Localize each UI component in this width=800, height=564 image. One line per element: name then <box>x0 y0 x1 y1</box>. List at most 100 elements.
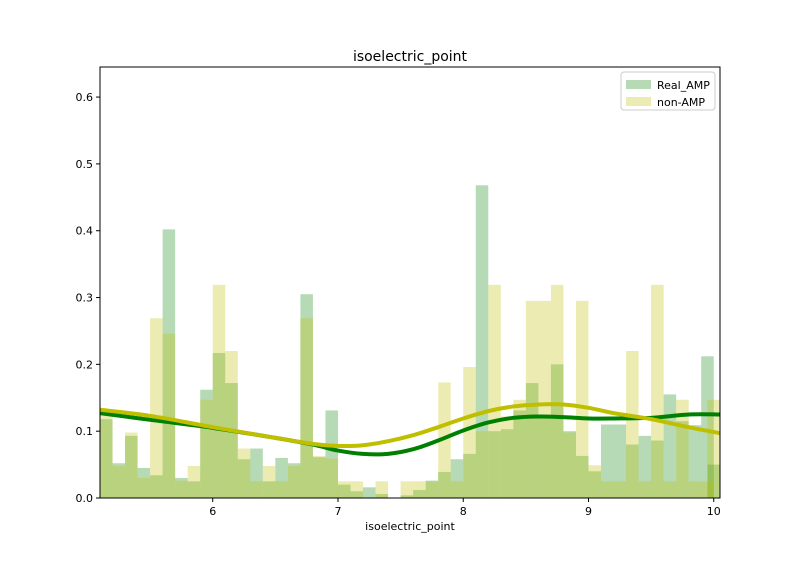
histogram-bar-non-amp-7 <box>187 465 201 498</box>
histogram-bar-non-amp-34 <box>525 300 539 498</box>
histogram-bar-non-amp-1 <box>112 465 126 498</box>
plot-frame <box>99 66 721 499</box>
histogram-bar-real-amp-26 <box>425 480 439 498</box>
histogram-bar-real-amp-42 <box>626 444 639 498</box>
histogram-bar-non-amp-37 <box>563 432 576 498</box>
x-tick-label: 7 <box>334 505 341 518</box>
histogram-bar-real-amp-8 <box>200 389 213 498</box>
histogram-bar-non-amp-6 <box>175 480 188 498</box>
histogram-bar-non-amp-38 <box>575 300 589 498</box>
histogram-bar-non-amp-33 <box>513 399 526 498</box>
histogram-bar-non-amp-16 <box>300 318 313 498</box>
histogram-bar-real-amp-49 <box>707 464 720 498</box>
y-tick-label: 0.3 <box>76 292 94 305</box>
x-tick-label: 10 <box>707 505 721 518</box>
histogram-bar-real-amp-2 <box>125 435 138 498</box>
histogram-bar-non-amp-15 <box>287 465 301 498</box>
histogram-bar-non-amp-45 <box>663 481 677 498</box>
histogram-bar-real-amp-43 <box>638 435 652 498</box>
histogram-bar-real-amp-24 <box>400 495 414 498</box>
histogram-bar-real-amp-46 <box>676 421 689 498</box>
histogram-bar-non-amp-41 <box>613 481 627 498</box>
histogram-bar-non-amp-39 <box>588 465 602 498</box>
histogram-bar-real-amp-12 <box>250 448 263 498</box>
histogram-bar-real-amp-38 <box>575 455 589 498</box>
histogram-bar-real-amp-31 <box>488 431 501 498</box>
histogram-bar-real-amp-41 <box>613 424 627 498</box>
histogram-bar-non-amp-9 <box>212 284 226 498</box>
histogram-bar-non-amp-26 <box>425 481 439 498</box>
histogram-bar-real-amp-27 <box>438 471 451 498</box>
histogram-bar-real-amp-29 <box>463 453 476 498</box>
histogram-bar-real-amp-35 <box>538 417 551 498</box>
histogram-bar-non-amp-8 <box>200 399 213 498</box>
histogram-bar-real-amp-30 <box>475 185 489 498</box>
histogram-bar-real-amp-20 <box>350 491 364 498</box>
histogram-bar-real-amp-21 <box>363 487 376 498</box>
histogram-bar-real-amp-48 <box>701 356 714 498</box>
histogram-bar-real-amp-19 <box>337 484 351 498</box>
histogram-bar-real-amp-39 <box>588 471 602 498</box>
histogram-bar-real-amp-44 <box>651 440 664 498</box>
legend-box <box>620 71 716 111</box>
kde-line-non-amp <box>99 402 721 448</box>
histogram-bar-non-amp-0 <box>100 410 113 498</box>
histogram-bar-non-amp-32 <box>500 416 514 498</box>
histogram-bar-non-amp-5 <box>162 333 176 498</box>
histogram-bar-real-amp-13 <box>262 481 276 498</box>
histogram-bar-real-amp-1 <box>112 463 126 498</box>
histogram-bar-non-amp-24 <box>400 481 414 498</box>
histogram-bar-real-amp-37 <box>563 431 576 498</box>
y-tick-label: 0.1 <box>76 425 94 438</box>
histogram-bar-non-amp-47 <box>688 481 702 498</box>
chart-title: isoelectric_point <box>353 49 468 65</box>
histogram-bar-real-amp-14 <box>275 457 288 498</box>
x-axis-label: isoelectric_point <box>365 520 455 533</box>
histogram-bar-non-amp-12 <box>250 481 263 498</box>
histogram-bar-real-amp-10 <box>225 383 238 498</box>
histogram-bar-real-amp-3 <box>137 467 151 498</box>
histogram-bar-real-amp-40 <box>601 424 614 498</box>
histogram-bar-non-amp-42 <box>626 350 639 498</box>
histogram-bar-real-amp-25 <box>413 489 426 498</box>
histogram-bar-non-amp-3 <box>137 477 151 498</box>
x-tick-label: 9 <box>585 505 592 518</box>
histogram-bar-real-amp-0 <box>100 419 113 498</box>
histogram-bar-real-amp-6 <box>175 477 188 498</box>
histogram-bar-real-amp-33 <box>513 410 526 498</box>
histogram-bar-non-amp-40 <box>601 481 614 498</box>
histogram-bar-real-amp-47 <box>688 425 702 498</box>
histogram-bar-real-amp-32 <box>500 429 514 498</box>
histogram-bar-real-amp-34 <box>525 383 539 498</box>
legend-label: non-AMP <box>657 96 705 109</box>
histogram-bar-non-amp-25 <box>413 481 426 498</box>
histogram-bar-non-amp-2 <box>125 432 138 498</box>
histogram-bar-non-amp-49 <box>707 399 720 498</box>
histogram-bar-real-amp-11 <box>237 459 251 498</box>
histogram-bar-non-amp-43 <box>638 481 652 498</box>
y-tick-label: 0.5 <box>76 158 94 171</box>
histogram-bar-real-amp-17 <box>312 457 326 498</box>
histogram-bar-non-amp-48 <box>701 481 714 498</box>
histogram-bar-real-amp-4 <box>150 475 163 498</box>
histogram-bar-non-amp-31 <box>488 284 501 498</box>
histogram-bar-non-amp-17 <box>312 455 326 498</box>
histogram-bar-non-amp-36 <box>550 284 564 498</box>
histogram-bar-non-amp-44 <box>651 284 664 498</box>
y-tick-label: 0.6 <box>76 91 94 104</box>
histogram-bar-non-amp-14 <box>275 481 288 498</box>
histogram-bar-real-amp-45 <box>663 394 677 498</box>
histogram-bar-real-amp-22 <box>375 493 389 498</box>
histogram-bar-non-amp-10 <box>225 350 238 498</box>
y-tick-label: 0.0 <box>76 492 94 505</box>
histogram-bar-real-amp-36 <box>550 364 564 498</box>
histogram-bar-real-amp-7 <box>187 481 201 498</box>
legend-swatch <box>626 97 651 106</box>
legend-label: Real_AMP <box>657 79 710 92</box>
histogram-bar-non-amp-19 <box>337 481 351 498</box>
histogram-bar-real-amp-9 <box>212 352 226 498</box>
legend-swatch <box>626 80 651 89</box>
histogram-bar-non-amp-35 <box>538 300 551 498</box>
histogram-bar-real-amp-16 <box>300 294 313 498</box>
histogram-bar-non-amp-13 <box>262 465 276 498</box>
